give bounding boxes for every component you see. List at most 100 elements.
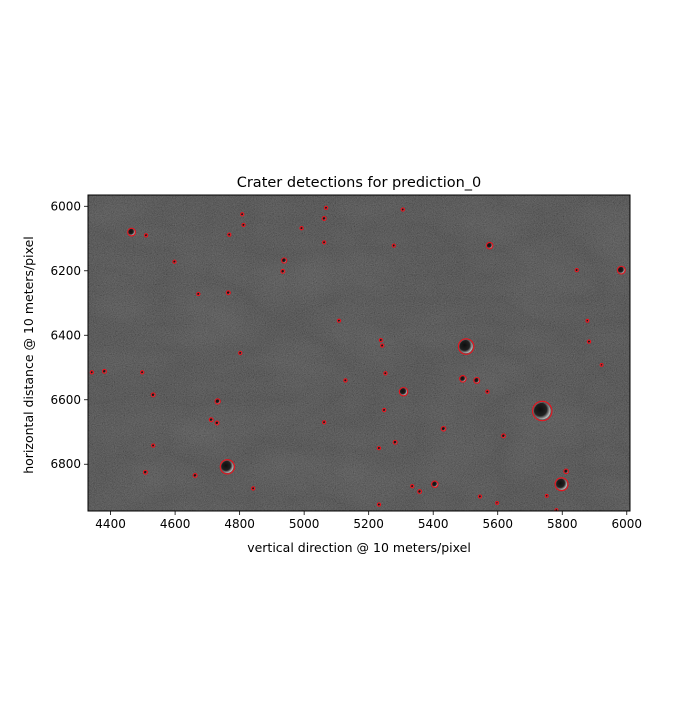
crater-marker [127,227,136,237]
crater-bowl [441,426,446,431]
crater-marker [485,241,494,250]
crater-marker [241,222,246,228]
crater-marker [376,445,382,451]
crater-bowl [392,244,396,247]
crater-bowl [587,340,591,344]
crater-bowl [377,446,381,450]
crater-marker [574,267,579,273]
crater-marker [616,265,626,275]
crater-marker [251,486,256,491]
crater-bowl [140,370,144,374]
crater-marker [323,205,329,211]
crater-marker [196,291,201,297]
crater-bowl [151,444,155,447]
crater-marker [398,386,409,397]
crater-marker [299,226,304,231]
crater-marker [219,459,236,475]
crater-bowl [209,418,213,422]
crater-bowl [545,494,548,497]
crater-bowl [380,344,384,347]
crater-marker [410,484,415,489]
crater-marker [336,318,342,323]
crater-bowl [418,490,422,494]
crater-marker [142,469,148,475]
crater-marker [238,350,243,356]
crater-bowl [322,420,326,424]
crater-bowl [478,495,482,498]
crater-marker [214,420,220,426]
crater-marker [400,207,406,212]
crater-bowl [459,339,473,354]
crater-marker [457,338,475,355]
crater-marker [585,318,590,323]
crater-bowl [281,258,287,263]
crater-bowl [556,478,568,490]
x-tick-label: 4600 [160,517,191,531]
crater-bowl [196,292,200,296]
x-axis: 4400 4600 4800 5000 5200 5400 5600 5800 6000 [95,511,642,531]
crater-marker [599,362,604,367]
crater-marker [586,339,592,344]
crater-bowl [242,223,245,227]
crater-marker [89,370,95,375]
crater-marker [391,243,397,248]
crater-marker [532,400,553,422]
crater-marker [172,259,177,264]
crater-marker [151,443,156,448]
chart-title: Crater detections for prediction_0 [237,175,482,191]
crater-bowl [337,319,341,323]
x-tick-label: 5000 [289,517,320,531]
crater-marker [227,232,232,237]
crater-bowl [384,371,387,375]
crater-marker [143,233,149,238]
crater-bowl [238,351,242,355]
crater-marker [501,433,507,439]
crater-marker [101,368,107,374]
crater-bowl [324,206,328,210]
crater-marker [280,268,286,274]
crater-bowl [300,226,303,230]
plot-frame [87,194,631,512]
plot-area [88,195,630,511]
crater-marker [321,420,327,425]
crater-bowl [143,470,148,474]
crater-marker [321,240,327,245]
crater-marker [378,337,384,343]
crater-bowl [586,319,589,322]
crater-bowl [90,370,94,374]
crater-marker [554,508,559,511]
crater-bowl [344,379,347,382]
crater-bowl [486,390,489,394]
crater-marker [321,216,327,222]
y-tick-label: 6000 [50,199,81,213]
crater-marker [477,494,483,499]
crater-bowl [486,242,493,249]
crater-bowl [227,233,231,237]
crater-bowls [90,206,625,511]
crater-marker [343,378,348,383]
y-axis: 6000 6200 6400 6600 6800 [50,199,88,471]
crater-bowl [102,369,107,374]
crater-marker [192,473,198,479]
crater-marker [485,389,490,394]
x-tick-label: 6000 [612,517,643,531]
crater-marker [417,489,423,495]
crater-marker [140,370,145,375]
crater-bowl [564,469,569,474]
crater-bowl [377,503,381,506]
crater-bowl [128,228,135,236]
crater-bowl [226,291,230,295]
crater-bowl [144,233,148,237]
crater-bowl [495,501,499,505]
crater-bowl [322,216,326,221]
x-tick-label: 5200 [353,517,384,531]
x-tick-label: 5600 [482,517,513,531]
y-tick-label: 6200 [50,264,81,278]
crater-bowl [534,402,551,420]
crater-bowl [281,269,285,274]
crater-bowl [215,399,220,404]
crater-marker [281,257,288,264]
y-tick-label: 6400 [50,328,81,342]
